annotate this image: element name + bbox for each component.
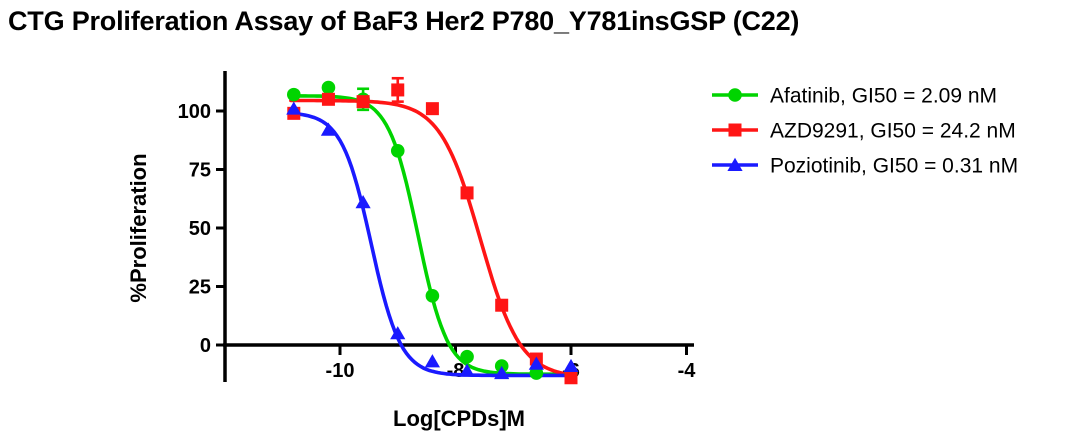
data-point-azd9291 bbox=[460, 186, 474, 200]
legend-marker-afatinib bbox=[728, 88, 742, 102]
data-point-afatinib bbox=[425, 289, 440, 303]
data-point-poziotinib bbox=[286, 101, 302, 115]
data-point-poziotinib bbox=[563, 358, 579, 373]
data-point-poziotinib bbox=[355, 195, 371, 209]
data-point-poziotinib bbox=[494, 365, 510, 380]
data-point-azd9291 bbox=[391, 83, 405, 97]
y-tick-label: 50 bbox=[189, 218, 211, 240]
data-point-afatinib bbox=[460, 349, 474, 364]
data-point-afatinib bbox=[321, 80, 336, 95]
data-point-azd9291 bbox=[564, 371, 578, 385]
data-point-afatinib bbox=[287, 87, 301, 102]
data-point-poziotinib bbox=[528, 356, 544, 370]
data-point-poziotinib bbox=[459, 363, 475, 377]
fit-curve-azd9291 bbox=[289, 98, 576, 377]
data-point-poziotinib bbox=[320, 122, 337, 136]
data-point-poziotinib bbox=[390, 326, 406, 340]
legend-label-azd9291: AZD9291, GI50 = 24.2 nM bbox=[770, 120, 1016, 143]
legend-marker-azd9291 bbox=[728, 123, 742, 137]
y-tick-label: 75 bbox=[189, 160, 211, 182]
x-tick-label: -8 bbox=[447, 360, 465, 382]
legend-label-poziotinib: Poziotinib, GI50 = 0.31 nM bbox=[770, 155, 1018, 178]
data-point-azd9291 bbox=[425, 102, 439, 116]
x-tick-label: -4 bbox=[678, 360, 697, 382]
x-tick-label: -10 bbox=[326, 360, 355, 382]
x-axis-title: Log[CPDs]M bbox=[393, 406, 525, 431]
legend-label-afatinib: Afatinib, GI50 = 2.09 nM bbox=[770, 85, 997, 108]
y-axis-title: %Proliferation bbox=[126, 153, 151, 302]
data-point-azd9291 bbox=[321, 92, 335, 106]
fit-curve-poziotinib bbox=[289, 111, 576, 378]
data-point-poziotinib bbox=[424, 354, 440, 368]
fit-curve-afatinib bbox=[289, 94, 576, 376]
y-tick-label: 100 bbox=[178, 101, 211, 123]
data-point-azd9291 bbox=[356, 95, 370, 109]
data-point-azd9291 bbox=[495, 298, 509, 312]
y-tick-label: 25 bbox=[189, 277, 211, 299]
data-point-afatinib bbox=[390, 143, 405, 158]
chart-title: CTG Proliferation Assay of BaF3 Her2 P78… bbox=[8, 6, 800, 36]
legend-marker-poziotinib bbox=[727, 157, 743, 171]
y-tick-label: 0 bbox=[200, 335, 211, 357]
